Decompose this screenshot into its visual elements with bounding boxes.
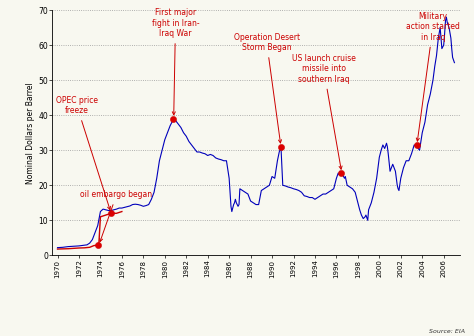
Text: oil embargo began: oil embargo began bbox=[81, 190, 153, 242]
Text: OPEC price
freeze: OPEC price freeze bbox=[56, 96, 110, 210]
Text: Operation Desert
Storm Began: Operation Desert Storm Began bbox=[234, 33, 300, 143]
Text: US launch cruise
missile into
southern Iraq: US launch cruise missile into southern I… bbox=[292, 54, 356, 169]
Text: First major
fight in Iran-
Iraq War: First major fight in Iran- Iraq War bbox=[152, 8, 200, 115]
Y-axis label: Nominal Dollars per Barrel: Nominal Dollars per Barrel bbox=[27, 82, 36, 183]
Text: Source: EIA: Source: EIA bbox=[428, 329, 465, 334]
Text: Military
action started
in Iraq: Military action started in Iraq bbox=[406, 12, 460, 141]
